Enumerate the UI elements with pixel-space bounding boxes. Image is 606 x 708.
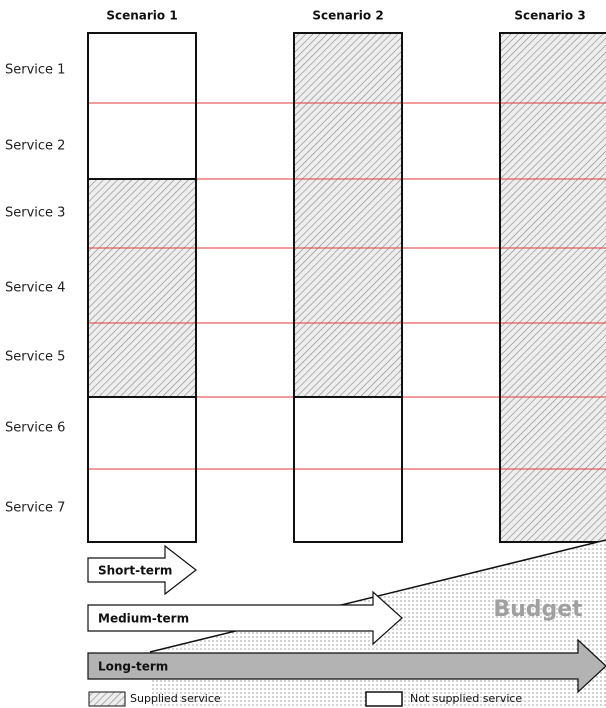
scenario-title: Scenario 3 — [514, 9, 585, 23]
service-label: Service 5 — [5, 350, 65, 365]
legend-swatch — [88, 691, 126, 707]
scenario-title: Scenario 2 — [312, 9, 383, 23]
long-term-arrow — [87, 638, 606, 694]
service-label: Service 2 — [5, 139, 65, 154]
service-label: Service 3 — [5, 206, 65, 221]
block-borders — [87, 32, 606, 543]
short-term-arrow — [87, 544, 197, 596]
arrow-label: Short-term — [98, 564, 172, 578]
service-label: Service 6 — [5, 421, 65, 436]
legend-label: Not supplied service — [410, 692, 522, 705]
service-label: Service 4 — [5, 281, 65, 296]
service-label: Service 1 — [5, 63, 65, 78]
supplied-block — [500, 33, 606, 542]
service-label: Service 7 — [5, 501, 65, 516]
arrow-label: Long-term — [98, 660, 168, 674]
scenario-title: Scenario 1 — [106, 9, 177, 23]
supplied-block — [88, 179, 196, 397]
medium-term-arrow — [87, 590, 403, 646]
legend-label: Supplied service — [130, 692, 221, 705]
arrow-label: Medium-term — [98, 612, 189, 626]
legend-swatch — [365, 691, 403, 707]
supplied-block — [294, 33, 402, 397]
budget-label: Budget — [493, 597, 583, 622]
